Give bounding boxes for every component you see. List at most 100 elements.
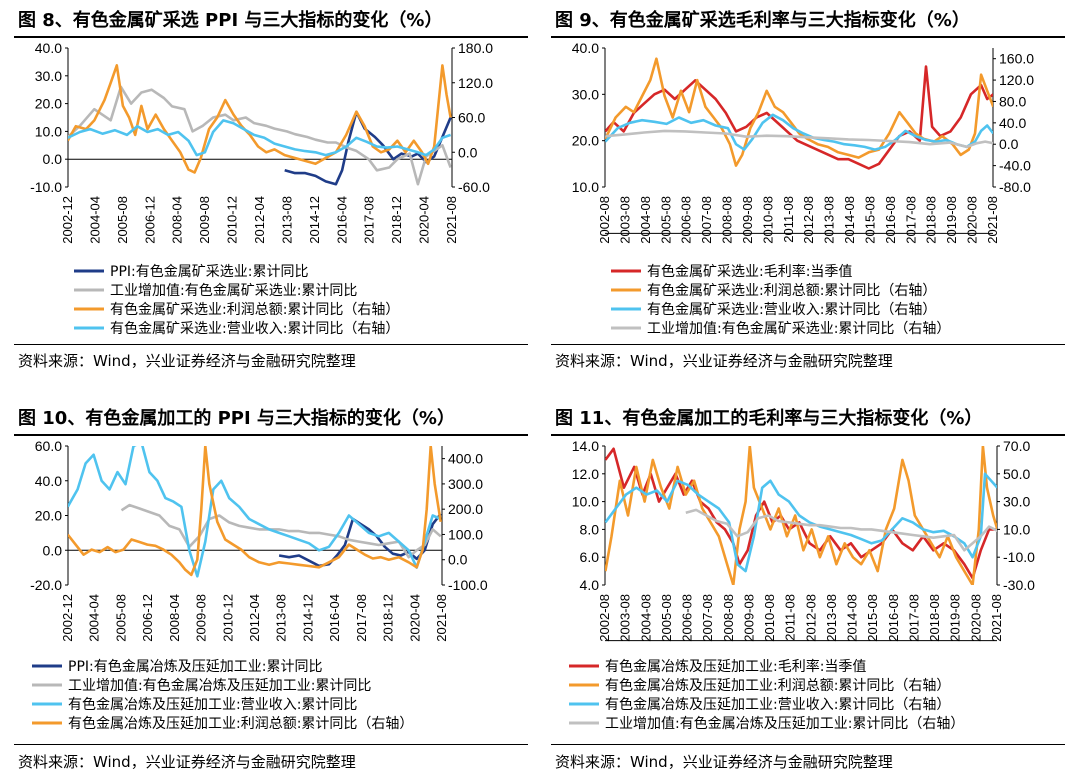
legend-label: 有色金属冶炼及压延加工业:利润总额:累计同比（右轴）	[68, 715, 413, 732]
series-group	[605, 57, 993, 170]
right-tick-label: 0.0	[458, 144, 478, 160]
chart-svg-fig11: 14.0 12.0 10.0 8.0 6.0 4.0 70.0 50.0 30.0 10.0 -10…	[569, 438, 1035, 732]
x-tick-label: 2003-08	[618, 594, 633, 642]
x-tick-label: 2006-08	[680, 594, 695, 642]
x-tick-label: 2005-08	[658, 196, 673, 244]
legend-label: PPI:有色金属冶炼及压延加工业:累计同比	[68, 658, 322, 675]
right-tick-label: 400.0	[448, 451, 483, 467]
x-tick-label: 2011-08	[781, 196, 796, 243]
right-tick-label: -100.0	[448, 577, 488, 593]
x-tick-label: 2005-08	[115, 196, 130, 244]
x-tick-label: 2009-08	[741, 594, 756, 642]
legend-label: 有色金属冶炼及压延加工业:毛利率:当季值	[605, 658, 866, 675]
x-tick-label: 2014-08	[845, 594, 860, 642]
x-tick-label: 2002-08	[597, 196, 612, 244]
x-tick-label: 2016-04	[327, 594, 342, 642]
series-line	[605, 65, 993, 170]
x-tick-label: 2012-08	[801, 196, 816, 244]
legend-label: 有色金属冶炼及压延加工业:营业收入:累计同比（右轴）	[605, 696, 950, 713]
left-tick-label: 10.0	[572, 494, 599, 510]
right-tick-label: 120.0	[458, 75, 493, 91]
chart-panel-fig11: 图 11、有色金属加工的毛利率与三大指标变化（%） 14.0 12.0 10.0 8.…	[551, 404, 1065, 774]
x-tick-label: 2020-04	[417, 196, 432, 244]
left-tick-label: 40.0	[35, 473, 62, 489]
right-tick-label: 50.0	[1003, 466, 1030, 482]
source-note: 资料来源：Wind，兴业证券经济与金融研究院整理	[18, 352, 356, 370]
x-tick-label: 2020-08	[968, 594, 983, 642]
left-tick-label: -10.0	[30, 179, 62, 195]
x-tick-label: 2017-08	[354, 594, 369, 642]
left-tick-label: 40.0	[572, 40, 599, 56]
source-divider	[14, 344, 528, 345]
right-tick-label: 120.0	[999, 72, 1034, 88]
source-note: 资料来源：Wind，兴业证券经济与金融研究院整理	[555, 753, 893, 771]
legend-label: 有色金属冶炼及压延加工业:营业收入:累计同比	[68, 696, 357, 713]
x-tick-label: 2019-08	[944, 196, 959, 244]
chart-title: 图 10、有色金属加工的 PPI 与三大指标的变化（%）	[14, 404, 528, 436]
legend-label: 有色金属冶炼及压延加工业:利润总额:累计同比（右轴）	[605, 677, 950, 694]
x-tick-label: 2010-12	[220, 594, 235, 642]
x-tick-label: 2016-08	[886, 594, 901, 642]
legend-label: 有色金属矿采选业:营业收入:累计同比（右轴）	[110, 320, 399, 337]
series-line	[284, 110, 452, 186]
x-tick-label: 2015-08	[862, 196, 877, 244]
x-tick-label: 2004-08	[638, 196, 653, 244]
x-tick-label: 2013-08	[822, 196, 837, 244]
legend-label: 工业增加值:有色金属矿采选业:累计同比（右轴）	[647, 320, 950, 337]
x-tick-label: 2012-04	[252, 196, 267, 244]
right-tick-label: 30.0	[1003, 494, 1030, 510]
x-tick-label: 2010-08	[760, 196, 775, 244]
right-tick-label: 160.0	[999, 51, 1034, 67]
x-tick-label: 2017-08	[906, 594, 921, 642]
series-group	[605, 446, 997, 585]
right-tick-label: -40.0	[999, 158, 1031, 174]
x-tick-label: 2007-08	[699, 196, 714, 244]
left-tick-label: -20.0	[30, 577, 62, 593]
series-line	[605, 472, 997, 573]
series-group	[68, 64, 452, 186]
x-tick-label: 2016-04	[334, 196, 349, 244]
x-tick-label: 2008-04	[167, 594, 182, 642]
source-divider	[551, 744, 1065, 745]
x-tick-label: 2020-08	[965, 196, 980, 244]
left-tick-label: 12.0	[572, 466, 599, 482]
left-tick-label: 30.0	[572, 86, 599, 102]
left-tick-label: 6.0	[580, 549, 600, 565]
right-tick-label: -80.0	[999, 179, 1031, 195]
series-line	[685, 508, 997, 552]
source-divider	[551, 344, 1065, 345]
x-tick-label: 2006-08	[679, 196, 694, 244]
right-tick-label: 10.0	[1003, 521, 1030, 537]
x-tick-label: 2008-04	[170, 196, 185, 244]
legend-label: 有色金属矿采选业:毛利率:当季值	[647, 263, 852, 280]
left-tick-label: 4.0	[580, 577, 600, 593]
left-tick-label: 10.0	[572, 179, 599, 195]
x-tick-label: 2008-08	[720, 196, 735, 244]
left-tick-label: 60.0	[35, 438, 62, 454]
x-tick-label: 2018-12	[389, 196, 404, 244]
left-tick-label: 40.0	[35, 40, 62, 56]
x-tick-label: 2021-08	[444, 196, 459, 244]
x-tick-label: 2004-04	[87, 594, 102, 642]
x-tick-label: 2014-12	[307, 196, 322, 244]
source-note: 资料来源：Wind，兴业证券经济与金融研究院整理	[18, 753, 356, 771]
x-tick-label: 2018-08	[927, 594, 942, 642]
x-tick-label: 2004-04	[87, 196, 102, 244]
x-tick-label: 2021-08	[989, 594, 1004, 642]
x-tick-label: 2006-12	[140, 594, 155, 642]
left-tick-label: 20.0	[35, 96, 62, 112]
series-group	[68, 446, 442, 578]
legend-label: PPI:有色金属矿采选业:累计同比	[110, 263, 308, 280]
legend-label: 工业增加值:有色金属冶炼及压延加工业:累计同比	[68, 677, 371, 694]
x-tick-label: 2005-08	[113, 594, 128, 642]
chart-title: 图 8、有色金属矿采选 PPI 与三大指标的变化（%）	[14, 6, 528, 38]
x-tick-label: 2021-08	[985, 196, 1000, 244]
source-note: 资料来源：Wind，兴业证券经济与金融研究院整理	[555, 352, 893, 370]
left-tick-label: 0.0	[43, 542, 63, 558]
x-tick-label: 2003-08	[617, 196, 632, 244]
right-tick-label: -60.0	[458, 179, 490, 195]
left-tick-label: 0.0	[43, 151, 63, 167]
x-tick-label: 2019-08	[948, 594, 963, 642]
series-line	[605, 57, 993, 167]
legend-label: 工业增加值:有色金属冶炼及压延加工业:累计同比（右轴）	[605, 715, 964, 732]
